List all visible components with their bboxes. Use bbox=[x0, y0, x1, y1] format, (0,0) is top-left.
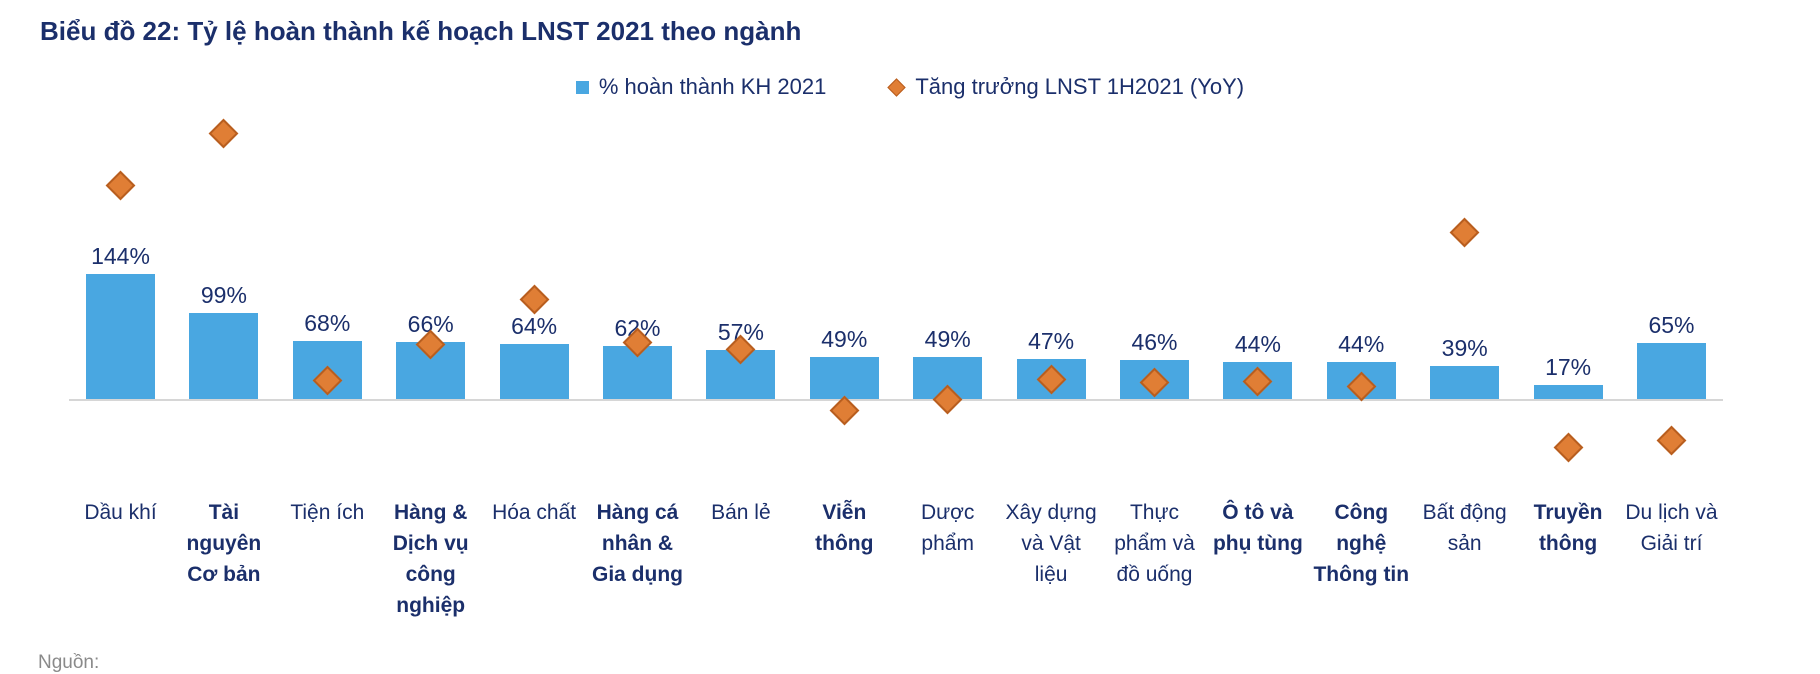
x-axis-line bbox=[68, 399, 1724, 401]
bar-value-label: 17% bbox=[1545, 354, 1592, 381]
category-label: Ô tô và phụ tùng bbox=[1212, 501, 1303, 555]
bar-value-label: 44% bbox=[1338, 330, 1385, 357]
bar bbox=[86, 274, 155, 400]
legend-label-growth: Tăng trưởng LNST 1H2021 (YoY) bbox=[915, 74, 1245, 99]
legend-item-growth: Tăng trưởng LNST 1H2021 (YoY) bbox=[887, 74, 1245, 100]
category-label: Tài nguyên Cơ bản bbox=[186, 501, 262, 586]
category-label: Tiện ích bbox=[290, 501, 365, 524]
legend: % hoàn thành KH 2021 Tăng trưởng LNST 1H… bbox=[0, 74, 1820, 100]
bar-value-label: 44% bbox=[1234, 330, 1281, 357]
legend-label-completion: % hoàn thành KH 2021 bbox=[598, 74, 827, 99]
bar-value-label: 49% bbox=[821, 326, 868, 353]
bar-value-label: 49% bbox=[924, 326, 971, 353]
category-label: Hàng & Dịch vụ công nghiệp bbox=[392, 501, 469, 617]
bar-value-label: 99% bbox=[200, 282, 247, 309]
bar bbox=[1637, 343, 1706, 400]
bar-value-label: 65% bbox=[1648, 312, 1695, 339]
chart-title: Biểu đồ 22: Tỷ lệ hoàn thành kế hoạch LN… bbox=[40, 16, 802, 46]
growth-diamond-marker bbox=[209, 118, 239, 148]
growth-diamond-marker bbox=[519, 284, 549, 315]
bar bbox=[1533, 385, 1603, 400]
growth-diamond-marker bbox=[1553, 432, 1583, 463]
bar bbox=[809, 357, 879, 400]
growth-diamond-marker bbox=[1449, 217, 1480, 247]
legend-item-completion: % hoàn thành KH 2021 bbox=[575, 74, 827, 100]
bar-value-label: 144% bbox=[91, 243, 150, 269]
bar bbox=[1430, 365, 1500, 400]
footer-source-text: Nguồn: bbox=[38, 652, 100, 673]
category-label: Bất động sản bbox=[1422, 501, 1507, 555]
category-label: Hóa chất bbox=[492, 501, 577, 524]
bar-swatch-icon bbox=[575, 80, 589, 94]
bar-value-label: 39% bbox=[1441, 334, 1488, 361]
category-label: Dầu khí bbox=[84, 501, 157, 524]
bar-value-label: 46% bbox=[1131, 328, 1178, 355]
bar-value-label: 68% bbox=[304, 309, 351, 336]
bar bbox=[189, 313, 259, 400]
growth-diamond-marker bbox=[1656, 425, 1687, 456]
category-label: Hàng cá nhân & Gia dụng bbox=[592, 501, 683, 586]
category-label: Xây dựng và Vật liệu bbox=[1005, 501, 1097, 586]
category-label: Viễn thông bbox=[815, 501, 874, 555]
chart-area: 144% Dầu khí 99% Tài nguyên Cơ bản 68% Tiện í… bbox=[68, 118, 1724, 617]
category-label: Du lịch và Giải trí bbox=[1625, 501, 1718, 555]
category-label: Dược phẩm bbox=[920, 501, 975, 555]
growth-diamond-marker bbox=[105, 170, 136, 201]
bar-value-label: 64% bbox=[511, 313, 558, 339]
category-label: Công nghệ Thông tin bbox=[1313, 501, 1410, 586]
category-label: Bán lẻ bbox=[711, 501, 771, 524]
bar-value-label: 47% bbox=[1028, 327, 1075, 354]
bar bbox=[499, 344, 569, 400]
category-label: Thực phẩm và đồ uống bbox=[1114, 501, 1195, 586]
category-label: Truyền thông bbox=[1533, 501, 1603, 555]
